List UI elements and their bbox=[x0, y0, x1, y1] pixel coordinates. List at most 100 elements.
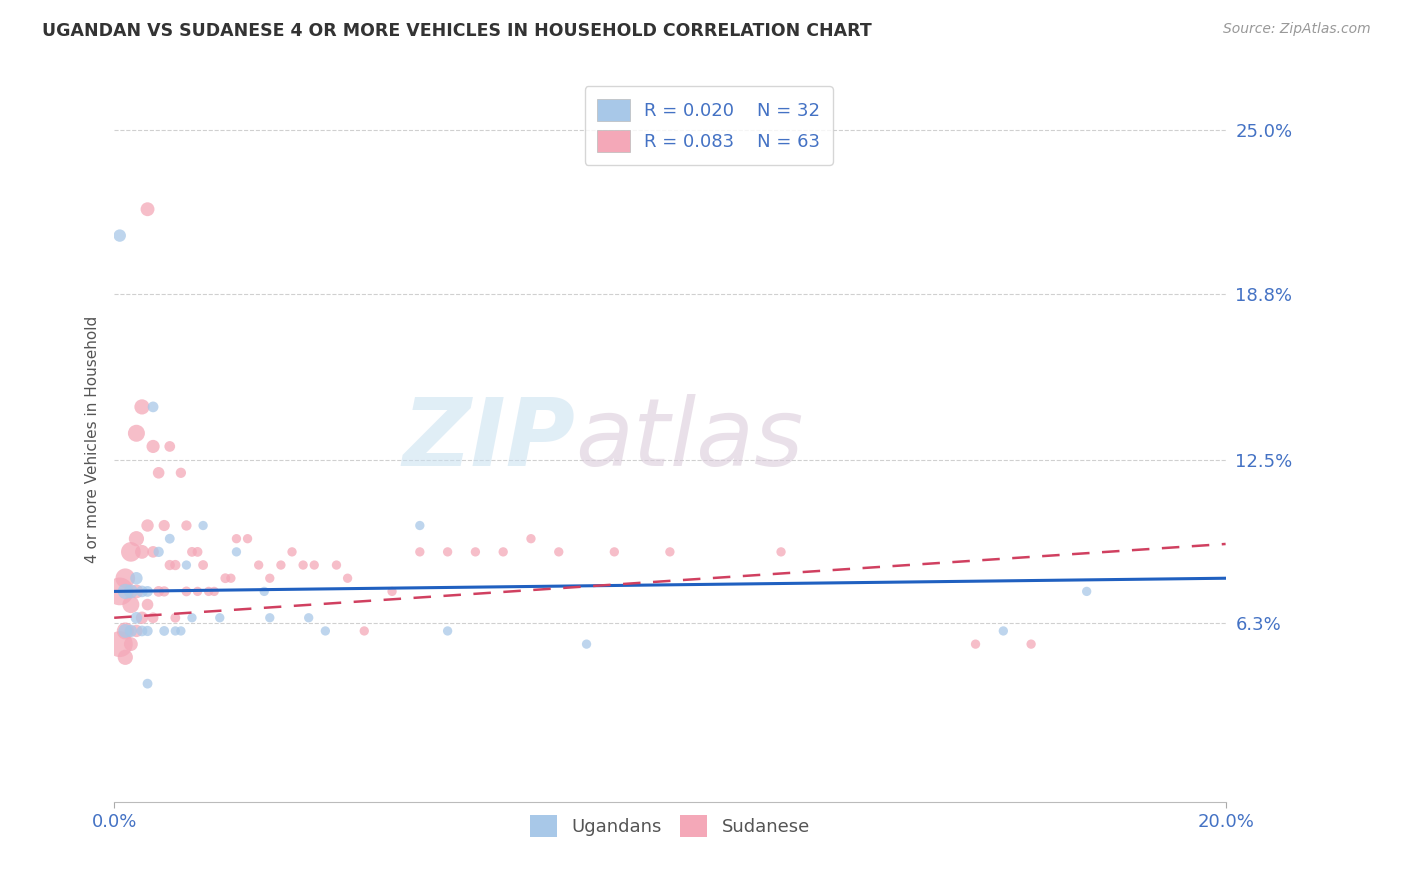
Point bbox=[114, 571, 136, 585]
Point bbox=[136, 518, 159, 533]
Point bbox=[125, 532, 148, 546]
Point bbox=[236, 532, 259, 546]
Point bbox=[131, 611, 153, 625]
Point bbox=[136, 584, 159, 599]
Point bbox=[658, 545, 681, 559]
Point bbox=[142, 439, 165, 453]
Point bbox=[259, 571, 281, 585]
Point bbox=[114, 624, 136, 638]
Point bbox=[993, 624, 1015, 638]
Point bbox=[325, 558, 347, 572]
Point bbox=[153, 584, 176, 599]
Y-axis label: 4 or more Vehicles in Household: 4 or more Vehicles in Household bbox=[86, 317, 100, 564]
Point bbox=[114, 650, 136, 665]
Point bbox=[136, 676, 159, 690]
Point bbox=[259, 611, 281, 625]
Point bbox=[314, 624, 336, 638]
Point bbox=[159, 532, 181, 546]
Text: ZIP: ZIP bbox=[402, 394, 575, 486]
Point bbox=[436, 624, 458, 638]
Point bbox=[125, 571, 148, 585]
Point bbox=[142, 611, 165, 625]
Point bbox=[197, 584, 219, 599]
Text: Source: ZipAtlas.com: Source: ZipAtlas.com bbox=[1223, 22, 1371, 37]
Point bbox=[202, 584, 225, 599]
Point bbox=[120, 598, 142, 612]
Point bbox=[336, 571, 359, 585]
Point bbox=[142, 545, 165, 559]
Point bbox=[108, 228, 131, 243]
Point bbox=[547, 545, 569, 559]
Point bbox=[125, 584, 148, 599]
Point bbox=[603, 545, 626, 559]
Point bbox=[409, 545, 432, 559]
Point bbox=[214, 571, 236, 585]
Point bbox=[187, 545, 209, 559]
Point bbox=[225, 545, 247, 559]
Point bbox=[253, 584, 276, 599]
Point bbox=[114, 584, 136, 599]
Point bbox=[1076, 584, 1098, 599]
Point bbox=[176, 518, 198, 533]
Point bbox=[464, 545, 486, 559]
Point bbox=[131, 584, 153, 599]
Point bbox=[281, 545, 304, 559]
Point bbox=[153, 624, 176, 638]
Point bbox=[159, 439, 181, 453]
Point bbox=[381, 584, 404, 599]
Point bbox=[120, 584, 142, 599]
Point bbox=[136, 624, 159, 638]
Point bbox=[165, 558, 187, 572]
Point bbox=[191, 558, 214, 572]
Point bbox=[148, 584, 170, 599]
Point bbox=[181, 545, 204, 559]
Point bbox=[125, 611, 148, 625]
Point bbox=[159, 558, 181, 572]
Legend: Ugandans, Sudanese: Ugandans, Sudanese bbox=[523, 807, 817, 844]
Point bbox=[108, 584, 131, 599]
Point bbox=[176, 584, 198, 599]
Point bbox=[170, 624, 193, 638]
Point bbox=[148, 545, 170, 559]
Point bbox=[136, 202, 159, 217]
Point bbox=[247, 558, 270, 572]
Point bbox=[131, 545, 153, 559]
Point bbox=[219, 571, 242, 585]
Point bbox=[270, 558, 292, 572]
Point bbox=[965, 637, 987, 651]
Text: atlas: atlas bbox=[575, 394, 804, 485]
Point bbox=[131, 624, 153, 638]
Point bbox=[575, 637, 598, 651]
Point bbox=[1019, 637, 1042, 651]
Point bbox=[187, 584, 209, 599]
Point bbox=[409, 518, 432, 533]
Point bbox=[114, 624, 136, 638]
Point bbox=[153, 518, 176, 533]
Point bbox=[125, 624, 148, 638]
Point bbox=[520, 532, 543, 546]
Point bbox=[353, 624, 375, 638]
Point bbox=[181, 611, 204, 625]
Point bbox=[165, 611, 187, 625]
Point bbox=[148, 466, 170, 480]
Point bbox=[292, 558, 315, 572]
Point bbox=[125, 426, 148, 441]
Point bbox=[770, 545, 793, 559]
Point bbox=[120, 637, 142, 651]
Point bbox=[120, 545, 142, 559]
Point bbox=[492, 545, 515, 559]
Point bbox=[120, 624, 142, 638]
Point bbox=[108, 637, 131, 651]
Point bbox=[304, 558, 326, 572]
Point bbox=[436, 545, 458, 559]
Point bbox=[191, 518, 214, 533]
Point bbox=[298, 611, 321, 625]
Point bbox=[142, 400, 165, 414]
Point bbox=[208, 611, 231, 625]
Text: UGANDAN VS SUDANESE 4 OR MORE VEHICLES IN HOUSEHOLD CORRELATION CHART: UGANDAN VS SUDANESE 4 OR MORE VEHICLES I… bbox=[42, 22, 872, 40]
Point bbox=[170, 466, 193, 480]
Point bbox=[176, 558, 198, 572]
Point bbox=[225, 532, 247, 546]
Point bbox=[165, 624, 187, 638]
Point bbox=[136, 598, 159, 612]
